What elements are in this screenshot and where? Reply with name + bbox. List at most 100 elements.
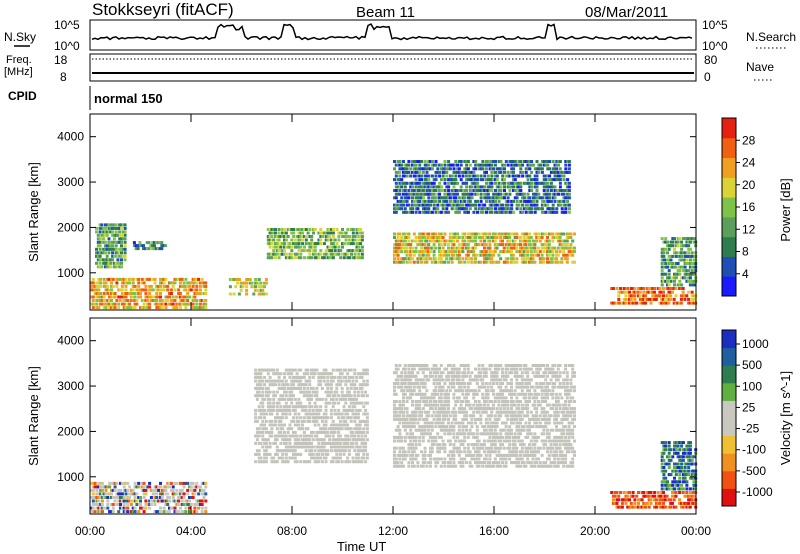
power-cell: [104, 302, 108, 306]
velocity-cell: [434, 364, 438, 367]
power-cell: [544, 163, 548, 167]
velocity-cell: [436, 392, 440, 396]
power-cell: [420, 203, 424, 207]
power-cell: [562, 232, 566, 236]
velocity-cell: [346, 408, 350, 412]
power-cell: [506, 181, 510, 185]
power-cell: [676, 237, 680, 241]
velocity-cell: [393, 389, 396, 393]
power-cell: [501, 232, 504, 236]
velocity-cell: [436, 367, 440, 371]
velocity-cell: [111, 488, 115, 492]
velocity-cell: [257, 430, 261, 434]
power-cell: [492, 192, 496, 196]
power-cell: [299, 249, 303, 253]
power-cell: [466, 236, 470, 239]
power-cell: [560, 246, 564, 250]
power-cell: [692, 294, 696, 298]
power-cell: [160, 241, 164, 245]
power-cell: [400, 199, 404, 203]
power-cell: [519, 181, 523, 185]
power-cell: [479, 199, 483, 203]
velocity-cell: [450, 450, 454, 454]
velocity-cell: [188, 496, 191, 499]
velocity-cell: [439, 407, 443, 411]
power-cell: [571, 260, 575, 264]
velocity-cell: [284, 438, 288, 442]
velocity-cell: [420, 428, 423, 432]
power-cell: [475, 243, 479, 247]
power-cell: [198, 281, 202, 285]
power-cell: [544, 160, 548, 163]
power-cell: [147, 247, 151, 251]
velocity-cell: [465, 428, 468, 432]
power-cell: [149, 244, 153, 248]
velocity-cell: [283, 434, 286, 438]
power-cell: [635, 290, 639, 294]
power-cell: [484, 257, 488, 261]
power-cell: [526, 203, 530, 207]
power-cell: [474, 253, 477, 257]
velocity-cell: [423, 432, 427, 436]
power-cell: [556, 239, 560, 243]
velocity-cell: [328, 434, 332, 438]
velocity-cell: [434, 367, 438, 371]
power-cell: [398, 189, 402, 192]
velocity-cell: [441, 428, 445, 432]
velocity-cell: [452, 392, 456, 396]
velocity-cell: [466, 453, 470, 457]
velocity-cell: [365, 452, 369, 456]
velocity-cell: [400, 374, 404, 378]
velocity-cell: [405, 385, 409, 389]
power-cell: [513, 260, 517, 264]
power-cell: [508, 185, 512, 189]
velocity-cell: [347, 416, 351, 420]
velocity-cell: [157, 485, 161, 489]
power-cell: [344, 235, 348, 238]
power-cell: [393, 232, 396, 236]
velocity-cell: [338, 452, 342, 456]
power-cell: [535, 196, 539, 200]
power-cell: [123, 230, 127, 234]
velocity-cell: [299, 441, 303, 445]
power-cell: [669, 240, 673, 244]
power-cell: [279, 249, 283, 253]
power-cell: [468, 189, 472, 192]
power-cell: [506, 170, 510, 174]
power-cell: [558, 250, 562, 254]
velocity-cell: [337, 456, 341, 460]
power-cell: [488, 210, 492, 214]
power-cell: [479, 260, 483, 264]
power-cell: [479, 196, 483, 200]
power-cell: [279, 245, 283, 249]
power-cell: [402, 260, 405, 264]
velocity-cell: [432, 378, 436, 382]
velocity-cell: [292, 416, 295, 420]
power-cell: [284, 231, 288, 235]
power-cell: [566, 189, 570, 192]
velocity-cell: [412, 464, 416, 468]
power-cell: [351, 228, 355, 231]
power-cell: [450, 253, 454, 257]
power-cell: [140, 277, 144, 281]
power-cell: [293, 256, 297, 260]
velocity-cell: [159, 496, 162, 499]
power-cell: [160, 247, 164, 251]
power-cell: [303, 228, 306, 231]
power-cell: [153, 277, 157, 281]
power-colorbar-tick-label: 12: [742, 222, 756, 236]
power-cell: [403, 181, 407, 185]
power-cell: [510, 210, 514, 214]
velocity-cell: [418, 410, 422, 414]
power-cell: [477, 163, 481, 167]
velocity-cell: [447, 428, 450, 432]
velocity-cell: [135, 503, 139, 506]
velocity-cell: [120, 492, 124, 496]
power-cell: [102, 281, 106, 285]
velocity-cell: [326, 390, 330, 394]
power-cell: [463, 189, 467, 192]
power-cell: [402, 210, 405, 214]
velocity-cell: [349, 427, 353, 431]
power-cell: [292, 235, 296, 238]
power-cell: [148, 288, 152, 292]
